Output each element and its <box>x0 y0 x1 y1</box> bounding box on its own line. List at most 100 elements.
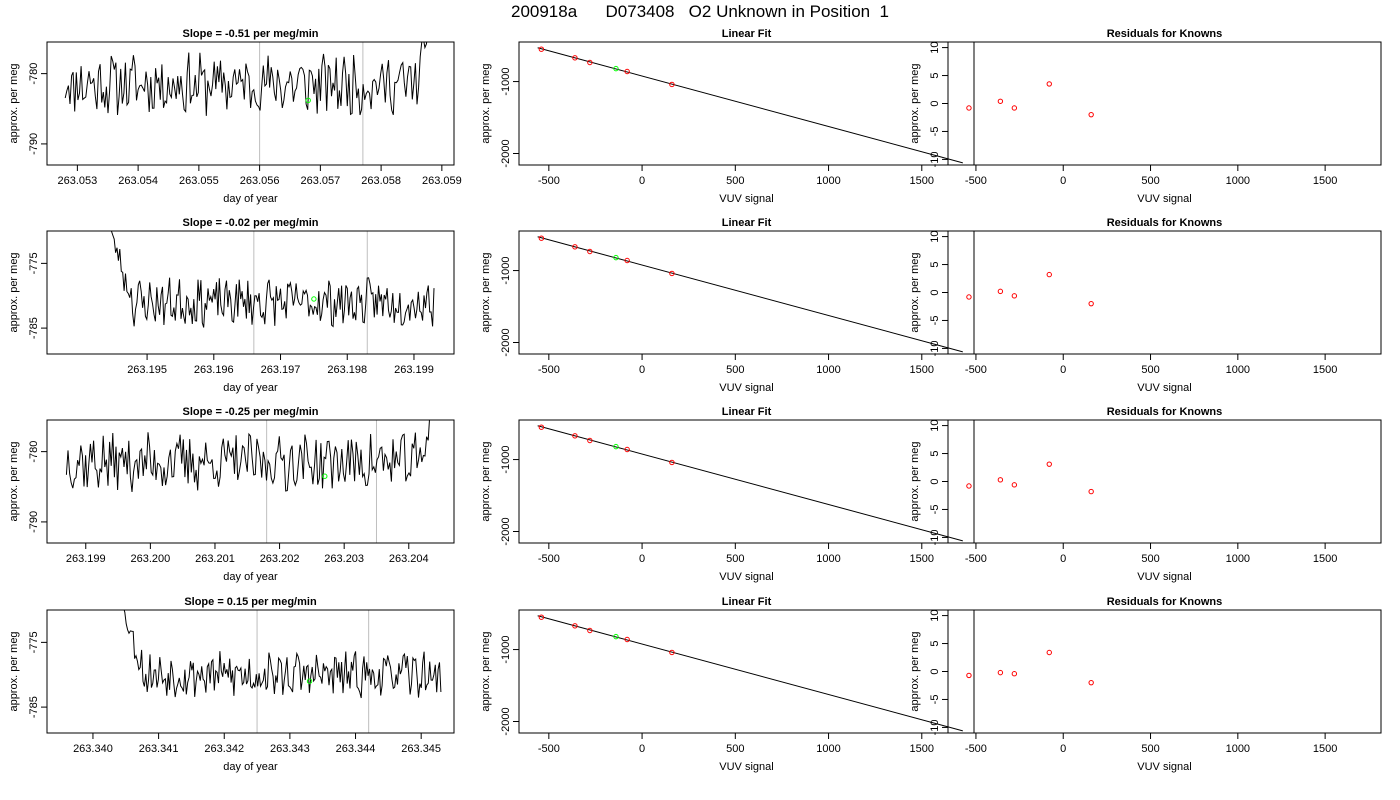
x-tick-label: 263.058 <box>361 175 401 187</box>
known-point <box>572 244 578 250</box>
x-tick-label: -500 <box>965 175 987 187</box>
x-axis-label: VUV signal <box>719 571 773 583</box>
row2-linear-fit: Linear Fit -500 0 500 1000 1500 -1000 -2000 VUV … <box>480 217 975 394</box>
time-series-trace <box>65 420 430 492</box>
known-point <box>966 483 972 489</box>
x-tick-label: 500 <box>1141 553 1159 565</box>
known-point <box>997 669 1004 676</box>
x-axis-label: day of year <box>223 193 278 205</box>
x-tick-label: 263.057 <box>300 175 340 187</box>
x-tick-label: 1000 <box>816 553 840 565</box>
fit-line <box>537 236 963 353</box>
plot-frame <box>518 230 975 355</box>
x-axis-label: VUV signal <box>719 193 773 205</box>
x-tick-label: 1000 <box>1226 743 1250 755</box>
x-tick-label: 500 <box>726 743 744 755</box>
plot-frame <box>518 609 975 734</box>
y-axis-label: approx. per meg <box>8 252 20 332</box>
fit-line <box>537 47 963 164</box>
page-title: 200918a D073408 O2 Unknown in Position 1 <box>510 2 890 21</box>
x-tick-label: 500 <box>726 553 744 565</box>
x-axis-label: VUV signal <box>719 761 773 773</box>
known-point <box>572 55 578 61</box>
plot-frame <box>947 41 1382 166</box>
known-point <box>587 437 593 444</box>
y-tick-label: 10 <box>929 230 941 242</box>
x-tick-label: 500 <box>1141 743 1159 755</box>
y-axis-label: approx. per meg <box>480 252 492 332</box>
y-tick-label: -780 <box>28 63 40 85</box>
y-tick-label: 5 <box>929 261 941 267</box>
known-point <box>997 477 1004 483</box>
plot-title: Slope = -0.51 per meg/min <box>182 28 318 40</box>
known-point <box>1088 679 1094 686</box>
known-point <box>1011 105 1018 111</box>
x-tick-label: -500 <box>965 553 987 565</box>
x-tick-label: 263.199 <box>394 364 434 376</box>
x-tick-label: 263.344 <box>336 743 376 755</box>
x-tick-label: -500 <box>965 364 987 376</box>
y-tick-label: -785 <box>28 317 40 339</box>
known-point <box>997 98 1004 104</box>
x-tick-label: 263.195 <box>127 364 167 376</box>
known-point <box>624 68 630 75</box>
plot-area <box>64 42 428 165</box>
known-point <box>1011 293 1018 299</box>
row4-time-series: Slope = 0.15 per meg/min 263.340 263.341 26… <box>8 596 455 773</box>
x-tick-label: 263.055 <box>179 175 219 187</box>
plot-title: Residuals for Knowns <box>1107 406 1223 418</box>
x-tick-label: 263.202 <box>260 553 300 565</box>
plot-area <box>537 424 963 542</box>
y-tick-label: -1000 <box>500 635 512 663</box>
x-axis-label: VUV signal <box>1137 193 1191 205</box>
x-tick-label: -500 <box>538 743 560 755</box>
y-tick-label: 0 <box>929 668 941 674</box>
x-tick-label: 1000 <box>1226 364 1250 376</box>
y-axis-label: approx. per meg <box>909 441 921 521</box>
y-tick-label: -1000 <box>500 445 512 473</box>
row4-residuals: Residuals for Knowns -500 0 500 1000 1500 10 5 0… <box>909 596 1382 773</box>
y-tick-label: 10 <box>929 41 941 53</box>
known-point <box>1046 271 1052 278</box>
x-tick-label: 500 <box>1141 175 1159 187</box>
time-series-trace <box>64 42 428 116</box>
y-tick-label: -780 <box>28 441 40 463</box>
known-point <box>1088 300 1094 307</box>
y-tick-label: 5 <box>929 640 941 646</box>
y-axis-label: approx. per meg <box>909 63 921 143</box>
y-tick-label: 0 <box>929 100 941 106</box>
y-axis-label: approx. per meg <box>8 631 20 711</box>
y-axis-label: approx. per meg <box>909 252 921 332</box>
y-axis-label: approx. per meg <box>8 441 20 521</box>
plot-frame <box>46 609 455 734</box>
y-tick-label: -775 <box>28 252 40 274</box>
plot-title: Slope = -0.25 per meg/min <box>182 406 318 418</box>
known-point <box>1046 461 1052 467</box>
unknown-marker <box>306 678 313 684</box>
unknown-point <box>613 65 619 72</box>
x-tick-label: 0 <box>1060 364 1066 376</box>
y-tick-label: -785 <box>28 696 40 718</box>
known-point <box>587 248 593 255</box>
known-point <box>1088 488 1094 495</box>
row3-time-series: Slope = -0.25 per meg/min 263.199 263.200 2… <box>8 406 455 583</box>
plot-title: Linear Fit <box>722 596 772 608</box>
x-tick-label: 1000 <box>816 175 840 187</box>
y-axis-label: approx. per meg <box>480 441 492 521</box>
x-tick-label: 263.199 <box>66 553 106 565</box>
unknown-marker <box>305 97 311 104</box>
y-tick-label: -1000 <box>500 256 512 284</box>
plot-title: Linear Fit <box>722 28 772 40</box>
y-tick-label: 10 <box>929 419 941 431</box>
y-axis-label: approx. per meg <box>480 631 492 711</box>
fit-line <box>537 425 963 542</box>
plot-frame <box>46 419 455 544</box>
plot-frame <box>46 41 455 166</box>
y-axis-label: approx. per meg <box>8 63 20 143</box>
plot-title: Slope = 0.15 per meg/min <box>184 596 317 608</box>
row4-linear-fit: Linear Fit -500 0 500 1000 1500 -1000 -2000 VUV … <box>480 596 975 773</box>
x-tick-label: 0 <box>639 743 645 755</box>
plot-title: Residuals for Knowns <box>1107 217 1223 229</box>
y-axis-label: approx. per meg <box>480 63 492 143</box>
